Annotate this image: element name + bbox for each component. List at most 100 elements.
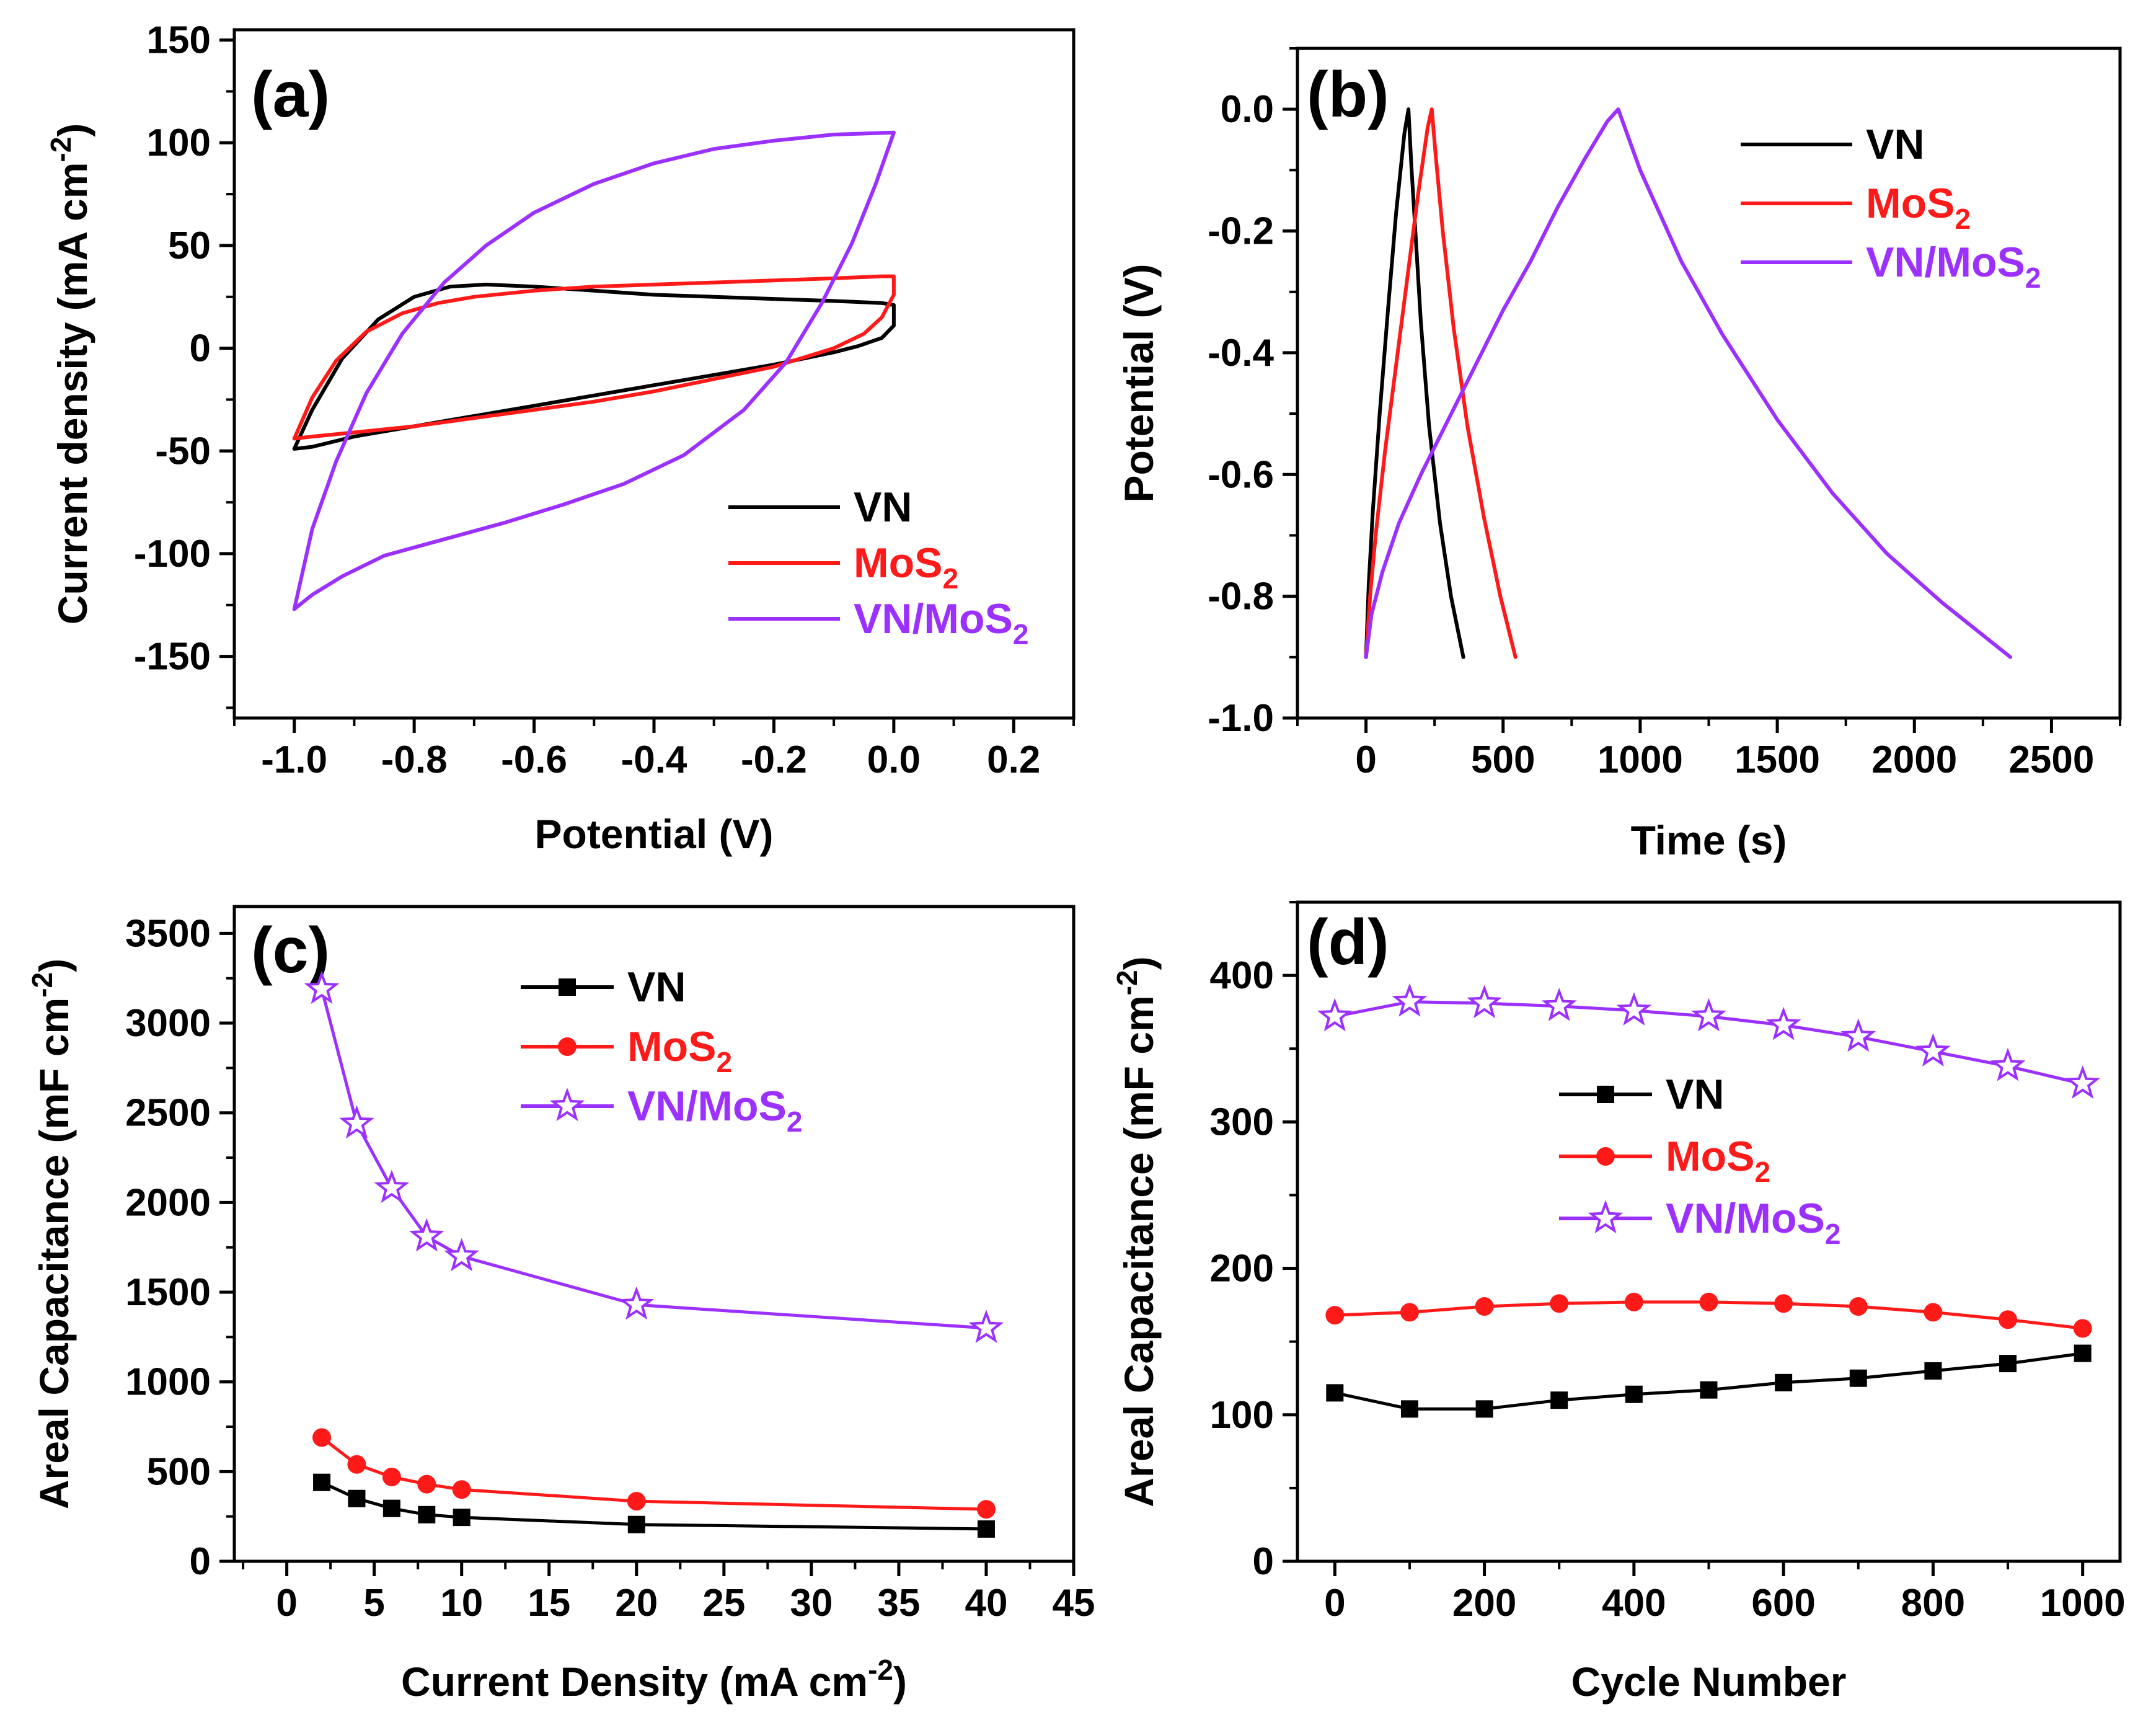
x-axis-title: Time (s) (1631, 817, 1787, 863)
y-tick-label: 400 (1210, 954, 1274, 997)
legend-label: VN (627, 964, 686, 1011)
data-point (976, 1500, 996, 1519)
series-line (292, 130, 896, 611)
x-tick-label: 200 (1452, 1582, 1516, 1625)
data-point (627, 1515, 645, 1533)
series-mos2 (1364, 107, 1518, 659)
data-point (1699, 1292, 1718, 1311)
data-point (1616, 992, 1652, 1026)
x-tick-label: 0.0 (867, 738, 921, 781)
data-point (2073, 1319, 2092, 1338)
series-vn (1326, 1344, 2092, 1418)
x-tick-label: 0 (1355, 738, 1376, 781)
data-point (347, 1455, 366, 1474)
x-tick-label: 20 (615, 1582, 658, 1625)
panel-d: 0 200 400 600 800 1000 0 100 200 300 400 Cycle Numb… (1111, 900, 2126, 1705)
legend-label: VN/MoS2 (1666, 1195, 1841, 1250)
series-vn-mos2 (1317, 983, 2100, 1099)
x-tick-label: 45 (1053, 1582, 1095, 1625)
x-tick-label: -0.8 (381, 738, 448, 781)
legend-label: MoS2 (1866, 180, 1971, 235)
data-point (382, 1468, 401, 1487)
x-axis-title-text: Current Density (mA cm (401, 1659, 868, 1705)
x-tick-label: 600 (1751, 1582, 1815, 1625)
legend-label: VN/MoS2 (854, 595, 1029, 650)
data-point (1475, 1297, 1494, 1316)
y-tick-label: 3500 (125, 912, 211, 955)
x-axis-title: Current Density (mA cm-2) (401, 1654, 907, 1705)
x-tick-label: 25 (702, 1582, 745, 1625)
data-point (968, 1310, 1004, 1343)
data-point (1475, 1400, 1493, 1418)
y-tick-label: 300 (1210, 1101, 1274, 1143)
plot-frame (232, 905, 1076, 1563)
panel-label: (d) (1307, 907, 1389, 978)
data-point (1624, 1292, 1643, 1311)
data-point (1541, 987, 1577, 1021)
data-point (1924, 1303, 1943, 1322)
legend-label: MoS2 (627, 1023, 732, 1078)
y-tick-label: 500 (147, 1450, 211, 1493)
data-point (382, 1499, 400, 1517)
data-point (339, 1105, 374, 1139)
y-tick-label: 3000 (125, 1002, 211, 1045)
data-point (2065, 1065, 2100, 1099)
legend-label-subscript: 2 (943, 562, 959, 595)
legend-label-text: VN (1866, 121, 1924, 168)
legend-label-subscript: 2 (1013, 618, 1029, 650)
panel-label: (a) (251, 59, 330, 131)
x-tick-label: 5 (363, 1582, 384, 1625)
legend-marker (559, 978, 576, 996)
series-line (1364, 107, 2013, 659)
x-tick-label: -0.4 (621, 738, 687, 781)
data-point (1765, 1006, 1801, 1040)
series-vn-mos2 (292, 130, 896, 611)
y-tick-label: -150 (134, 636, 211, 678)
x-tick-label: 30 (790, 1582, 833, 1625)
x-axis-title: Cycle Number (1571, 1659, 1847, 1705)
panel-label: (b) (1307, 59, 1389, 131)
y-axis-title: Current density (mA cm-2) (45, 123, 95, 625)
y-axis-title-text: Areal Capacitance (mF cm (1116, 995, 1162, 1507)
legend-label-subscript: 2 (787, 1106, 803, 1138)
data-point (1691, 998, 1726, 1032)
x-tick-label: 1000 (2040, 1582, 2126, 1625)
legend-label-subscript: 2 (2025, 262, 2041, 294)
x-tick-label: -1.0 (261, 738, 327, 781)
series-vn-mos2 (304, 970, 1004, 1343)
x-axis-title-text: Potential (V) (534, 811, 773, 857)
x-tick-label: 500 (1471, 738, 1535, 781)
data-point (409, 1218, 444, 1252)
legend-marker (1588, 1200, 1624, 1234)
x-tick-label: 1500 (1734, 738, 1820, 781)
x-tick-label: 2000 (1871, 738, 1957, 781)
panel-label: (c) (251, 915, 330, 987)
legend-label-text: MoS (854, 539, 943, 587)
data-point (1326, 1384, 1344, 1402)
y-axis-title-close: ) (50, 123, 95, 137)
data-point (1990, 1047, 2026, 1081)
series-vn (1364, 107, 1465, 659)
y-tick-label: 0 (1253, 1540, 1274, 1583)
x-tick-label: 40 (965, 1582, 1007, 1625)
panel-c: 0 5 10 15 20 25 30 35 40 45 0 500 1000 1500 2000 2500 30… (26, 905, 1095, 1705)
x-tick-label: 1000 (1597, 738, 1683, 781)
x-tick-label: 15 (528, 1582, 570, 1625)
legend-marker (1596, 1147, 1615, 1166)
x-tick-label: -0.6 (501, 738, 567, 781)
y-tick-label: -50 (155, 430, 211, 472)
x-axis-title-text: Cycle Number (1571, 1659, 1847, 1705)
legend-label-text: MoS (1866, 180, 1955, 227)
y-axis-title: Areal Capacitance (mF cm-2) (26, 959, 77, 1509)
legend-label-text: VN/MoS (1866, 239, 2025, 286)
x-tick-label: 0 (1324, 1582, 1345, 1625)
y-tick-label: 50 (168, 224, 211, 267)
data-point (1700, 1381, 1718, 1399)
panel-b: 0 500 1000 1500 2000 2500 -1.0 -0.8 -0.6 -0.4 -0.2… (1116, 47, 2122, 863)
legend-label: MoS2 (854, 539, 958, 595)
